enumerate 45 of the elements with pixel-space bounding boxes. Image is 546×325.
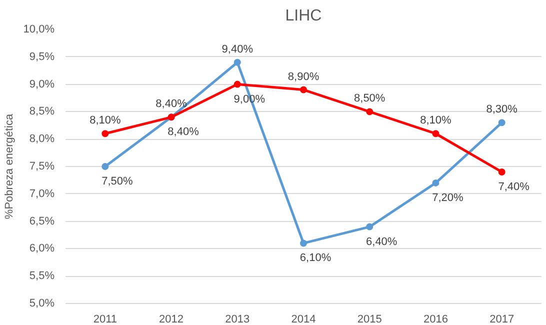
x-tick-label: 2015	[357, 314, 382, 325]
data-label: 6,40%	[366, 236, 398, 248]
x-tick-label: 2011	[93, 314, 117, 325]
data-label: 8,90%	[288, 70, 320, 83]
y-tick-label: 9,0%	[29, 78, 55, 90]
y-tick-label: 6,5%	[29, 215, 55, 228]
data-label: 8,30%	[486, 104, 518, 116]
data-label: 7,50%	[102, 176, 133, 188]
y-tick-label: 9,5%	[29, 50, 55, 63]
point	[102, 163, 109, 170]
point	[234, 58, 241, 66]
y-tick-label: 7,5%	[29, 160, 55, 172]
data-label: 8,50%	[354, 92, 386, 105]
data-label: 8,10%	[90, 114, 121, 127]
x-tick-label: 2014	[291, 314, 316, 325]
y-axis-title: %Pobreza energética	[3, 113, 16, 220]
x-tick-label: 2012	[159, 314, 184, 325]
y-tick-label: 8,5%	[29, 106, 55, 118]
point	[300, 86, 307, 94]
data-label: 6,10%	[300, 252, 332, 264]
y-tick-label: 10,0%	[23, 24, 55, 36]
data-label: 7,40%	[498, 180, 530, 193]
data-label: 8,40%	[156, 98, 188, 110]
point	[498, 168, 506, 176]
point	[102, 130, 109, 138]
x-tick-label: 2013	[225, 314, 250, 325]
y-tick-label: 8,0%	[29, 133, 55, 146]
y-tick-label: 6,0%	[29, 242, 55, 255]
data-label: 8,10%	[420, 114, 452, 127]
point	[366, 223, 374, 230]
y-tick-label: 5,5%	[29, 270, 55, 282]
point	[300, 240, 307, 247]
x-tick-label: 2016	[423, 314, 448, 325]
x-tick-label: 2017	[490, 314, 514, 325]
point	[432, 179, 440, 186]
y-tick-label: 5,0%	[29, 298, 55, 310]
data-label: 8,40%	[168, 126, 200, 138]
data-label: 9,40%	[222, 43, 254, 56]
point	[366, 108, 374, 116]
data-label: 7,20%	[432, 192, 464, 204]
chart-title: LIHC	[285, 8, 322, 24]
point	[432, 130, 440, 138]
point	[498, 119, 506, 126]
point	[234, 80, 241, 88]
y-tick-label: 7,0%	[29, 188, 55, 200]
